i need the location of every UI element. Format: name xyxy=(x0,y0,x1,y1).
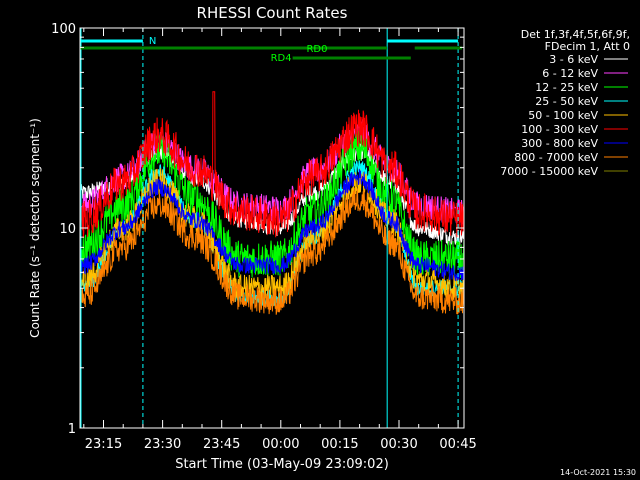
y-tick-label: 10 xyxy=(59,222,76,237)
x-tick-label: 23:45 xyxy=(203,437,240,452)
series-layer xyxy=(80,91,464,315)
series-line-100-300-kev xyxy=(80,91,464,238)
flag-label-rd4: RD4 xyxy=(271,53,292,64)
x-tick-label: 00:00 xyxy=(262,437,299,452)
legend-label: 3 - 6 keV xyxy=(549,53,598,66)
y-tick-label: 1 xyxy=(68,422,76,437)
legend-label: 6 - 12 keV xyxy=(542,67,598,80)
flag-label-rd0: RD0 xyxy=(306,44,327,55)
y-tick-label: 100 xyxy=(51,22,76,37)
legend-label: 50 - 100 keV xyxy=(528,109,598,122)
legend-label: 100 - 300 keV xyxy=(521,123,598,136)
legend-label: 25 - 50 keV xyxy=(535,95,598,108)
x-tick-label: 23:30 xyxy=(144,437,181,452)
legend-label: 7000 - 15000 keV xyxy=(500,165,598,178)
x-tick-label: 00:30 xyxy=(380,437,417,452)
x-tick-label: 00:15 xyxy=(321,437,358,452)
chart-title: RHESSI Count Rates xyxy=(197,4,348,22)
footer-timestamp: 14-Oct-2021 15:30 xyxy=(560,468,636,477)
series-line-300-800-kev xyxy=(80,169,464,282)
legend-label: 300 - 800 keV xyxy=(521,137,598,150)
annotation-layer: N RD0 RD4 xyxy=(80,28,463,428)
legend-header: Det 1f,3f,4f,5f,6f,9f, xyxy=(521,28,630,41)
legend-label: 12 - 25 keV xyxy=(535,81,598,94)
flag-label-n: N xyxy=(149,36,156,47)
legend-header: FDecim 1, Att 0 xyxy=(545,40,630,53)
x-tick-label: 00:45 xyxy=(439,437,476,452)
series-line-800-7000-kev xyxy=(80,187,464,315)
x-axis-label: Start Time (03-May-09 23:09:02) xyxy=(175,457,389,472)
x-tick-label: 23:15 xyxy=(85,437,122,452)
y-axis-label: Count Rate (s⁻¹ detector segment⁻¹) xyxy=(28,118,42,338)
axis-layer: 23:15 23:30 23:45 00:00 00:15 00:30 00:45 1 10 10… xyxy=(51,22,477,452)
legend: Det 1f,3f,4f,5f,6f,9f,FDecim 1, Att 03 -… xyxy=(500,28,630,178)
legend-label: 800 - 7000 keV xyxy=(514,151,598,164)
